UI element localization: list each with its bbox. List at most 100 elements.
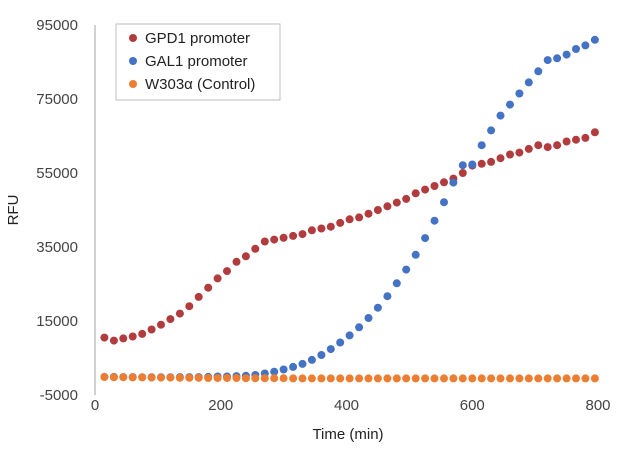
data-point [392,198,401,207]
data-point [157,373,165,382]
data-point [241,252,250,261]
data-point [289,231,298,240]
data-point [449,178,458,187]
data-point [562,137,571,146]
legend-marker [129,57,137,65]
data-point [487,126,496,135]
data-point [270,235,279,244]
data-point [430,216,439,225]
legend-label: W303α (Control) [145,76,255,93]
data-point [279,365,288,374]
data-point [515,148,524,157]
data-point [524,144,533,153]
data-point [317,374,326,383]
data-point [326,345,335,354]
data-point [411,250,420,259]
x-axis-title: Time (min) [312,426,383,443]
data-point [421,234,430,243]
y-tick-label: 55000 [36,165,78,182]
data-point [175,373,184,382]
data-point [458,161,467,170]
y-axis-title: RFU [5,195,22,226]
data-point [232,374,241,382]
data-point [194,373,203,382]
data-point [411,189,420,198]
data-point [119,373,128,382]
y-tick-label: 75000 [36,91,78,108]
x-tick-label: 600 [460,397,485,414]
data-point [440,374,448,383]
data-point [204,374,213,382]
data-point [326,222,335,231]
data-point [298,374,307,383]
data-point [440,178,448,187]
data-point [185,302,194,311]
data-point [515,89,524,98]
data-point [515,374,524,383]
x-tick-label: 0 [91,397,99,414]
data-point [289,362,298,371]
data-point [307,226,316,235]
data-point [147,373,156,382]
data-point [458,169,467,177]
data-point [477,374,486,383]
data-point [194,292,203,301]
data-point [402,194,411,203]
data-point [487,374,496,383]
data-point [345,374,354,383]
data-point [364,374,373,383]
data-point [524,78,533,87]
data-point [430,182,439,190]
data-point [241,374,250,383]
data-point [326,374,335,383]
data-point [449,374,458,383]
data-point [487,157,496,166]
legend-label: GAL1 promoter [145,53,248,70]
data-point [100,333,109,342]
data-point [553,141,562,150]
data-point [260,374,269,383]
data-point [279,374,288,383]
data-point [506,100,514,109]
data-point [524,374,533,383]
data-point [223,374,231,382]
data-point [100,372,109,381]
data-point [307,374,316,383]
data-point [345,331,354,340]
data-point [128,373,137,382]
data-point [147,325,156,334]
data-point [336,338,345,347]
legend-marker [129,34,137,42]
data-point [251,244,260,253]
data-point [581,374,590,383]
data-point [260,237,269,246]
series-3 [100,372,599,383]
data-point [138,373,147,382]
data-point [345,215,354,224]
data-point [232,257,241,266]
data-point [109,373,118,382]
data-point [553,374,562,383]
y-tick-label: -5000 [40,387,78,404]
x-tick-label: 200 [208,397,233,414]
data-point [458,374,467,383]
x-tick-label: 400 [334,397,359,414]
data-point [543,56,552,65]
data-point [364,314,373,322]
data-point [534,374,543,383]
data-point [213,274,222,283]
data-point [119,334,128,343]
data-point [553,54,562,63]
data-point [477,159,486,168]
data-point [298,230,307,239]
y-tick-label: 15000 [36,313,78,330]
data-point [336,218,345,227]
data-point [402,265,411,274]
data-point [166,315,175,324]
data-point [204,283,213,292]
data-point [355,374,364,383]
data-point [411,374,420,383]
data-point [402,374,411,383]
data-point [251,374,260,383]
data-point [590,374,599,383]
